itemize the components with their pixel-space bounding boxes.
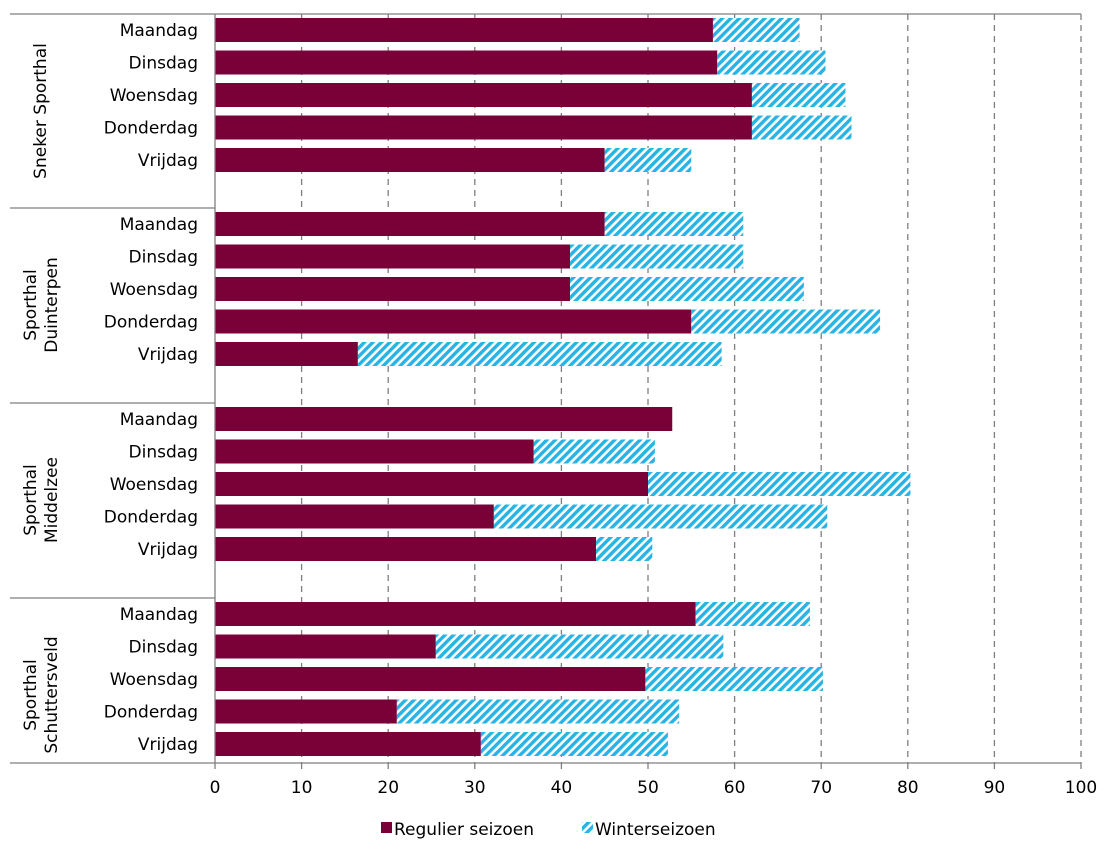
- legend-swatch-winter: [582, 822, 593, 833]
- group-label-line: Sporthal: [21, 659, 41, 731]
- day-label: Woensdag: [110, 670, 198, 690]
- bar-regulier: [215, 634, 436, 659]
- bar-regulier: [215, 537, 597, 561]
- day-label: Maandag: [120, 215, 198, 235]
- day-label: Donderdag: [104, 508, 198, 528]
- x-tick-label: 10: [291, 778, 313, 798]
- day-label: Maandag: [120, 410, 198, 430]
- legend-swatch-regulier: [381, 822, 392, 833]
- legend-label-regulier: Regulier seizoen: [394, 820, 534, 840]
- bar-regulier: [215, 667, 646, 691]
- day-label: Vrijdag: [138, 735, 198, 755]
- day-label: Maandag: [120, 605, 198, 625]
- bar-winter: [570, 277, 804, 301]
- x-tick-label: 90: [984, 778, 1006, 798]
- x-tick-label: 60: [724, 778, 746, 798]
- day-label: Woensdag: [110, 86, 198, 106]
- axes: [10, 13, 1082, 769]
- group-label: SporthalMiddelzee: [21, 457, 62, 543]
- bar-regulier: [215, 244, 571, 269]
- day-label: Dinsdag: [129, 54, 198, 74]
- group-label-line: Duinterpen: [42, 257, 62, 353]
- day-label: Vrijdag: [138, 151, 198, 171]
- day-label: Dinsdag: [129, 443, 198, 463]
- day-label: Donderdag: [104, 703, 198, 723]
- bar-winter: [493, 504, 828, 529]
- bar-regulier: [215, 732, 481, 756]
- bar-winter: [570, 244, 744, 269]
- group-label-line: Sporthal: [21, 269, 41, 341]
- legend-label-winter: Winterseizoen: [595, 820, 716, 840]
- group-label: SporthalDuinterpen: [21, 257, 62, 353]
- bar-regulier: [215, 309, 692, 334]
- x-tick-label: 0: [210, 778, 221, 798]
- bar-winter: [691, 309, 881, 334]
- bar-regulier: [215, 342, 358, 366]
- day-label: Donderdag: [104, 313, 198, 333]
- bar-winter: [695, 602, 810, 626]
- group-label-line: Schuttersveld: [42, 636, 62, 753]
- bar-winter: [751, 83, 846, 107]
- bar-regulier: [215, 277, 571, 301]
- x-tick-label: 20: [377, 778, 399, 798]
- group-label-line: Middelzee: [42, 457, 62, 543]
- group-label: Sneker Sporthal: [31, 43, 51, 179]
- bar-winter: [480, 732, 668, 756]
- bar-winter: [604, 148, 692, 172]
- day-label: Donderdag: [104, 119, 198, 139]
- bar-regulier: [215, 50, 718, 75]
- bar-winter: [604, 212, 744, 236]
- bar-regulier: [215, 472, 648, 496]
- x-tick-label: 70: [810, 778, 832, 798]
- x-tick-label: 80: [897, 778, 919, 798]
- bar-winter: [435, 634, 724, 659]
- day-label: Woensdag: [110, 475, 198, 495]
- bar-winter: [712, 18, 800, 42]
- bar-winter: [717, 50, 826, 75]
- day-label: Vrijdag: [138, 540, 198, 560]
- bar-regulier: [215, 18, 713, 42]
- bars: [215, 18, 911, 756]
- day-label: Vrijdag: [138, 345, 198, 365]
- bar-regulier: [215, 115, 752, 140]
- day-label: Woensdag: [110, 280, 198, 300]
- bar-regulier: [215, 439, 534, 464]
- bar-regulier: [215, 602, 696, 626]
- bar-winter: [533, 439, 655, 464]
- bar-winter: [357, 342, 722, 366]
- day-label: Dinsdag: [129, 248, 198, 268]
- bar-regulier: [215, 148, 605, 172]
- x-tick-label: 100: [1065, 778, 1097, 798]
- x-tick-label: 40: [551, 778, 573, 798]
- x-tick-label: 50: [637, 778, 659, 798]
- bar-regulier: [215, 83, 752, 107]
- bar-winter: [596, 537, 653, 561]
- bar-winter: [648, 472, 911, 496]
- x-tick-label: 30: [464, 778, 486, 798]
- bar-regulier: [215, 407, 673, 431]
- bar-winter: [751, 115, 852, 140]
- bar-regulier: [215, 504, 494, 529]
- group-label: SporthalSchuttersveld: [21, 636, 62, 753]
- group-label-line: Sporthal: [21, 464, 41, 536]
- day-label: Dinsdag: [129, 638, 198, 658]
- bar-regulier: [215, 699, 397, 724]
- bar-winter: [645, 667, 823, 691]
- legend: Regulier seizoen Winterseizoen: [381, 820, 716, 840]
- day-label: Maandag: [120, 21, 198, 41]
- bar-winter: [396, 699, 680, 724]
- bar-regulier: [215, 212, 605, 236]
- labels: 0 10 20 30 40 50 60 70 80 90 100 Sneker Sporthal Maa…: [21, 21, 1097, 798]
